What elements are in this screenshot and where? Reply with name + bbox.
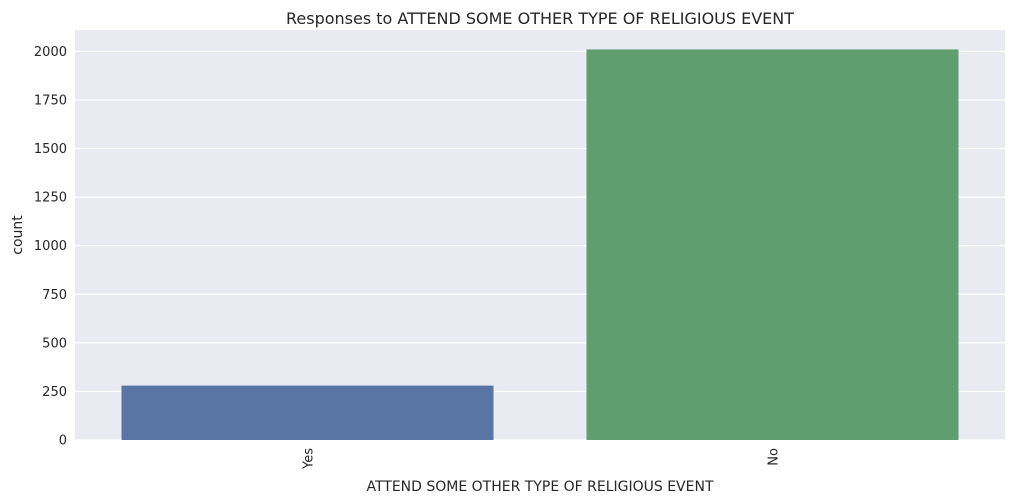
bar-no [586, 49, 959, 441]
x-axis-label: ATTEND SOME OTHER TYPE OF RELIGIOUS EVEN… [366, 479, 713, 495]
chart-title: Responses to ATTEND SOME OTHER TYPE OF R… [286, 9, 794, 28]
x-tick-labels: Yes No [302, 448, 782, 470]
y-tick-label: 1500 [34, 142, 67, 157]
y-tick-label: 250 [42, 385, 67, 400]
y-tick-label: 0 [59, 434, 67, 449]
x-tick-label-no: No [767, 448, 782, 466]
bars [121, 49, 959, 441]
bar-yes [121, 385, 494, 440]
y-tick-label: 1250 [34, 191, 67, 206]
y-tick-labels: 0 250 500 750 1000 1250 1500 1750 2000 [34, 45, 67, 449]
y-tick-label: 1750 [34, 93, 67, 108]
y-tick-label: 500 [42, 336, 67, 351]
y-tick-label: 750 [42, 288, 67, 303]
y-tick-label: 1000 [34, 239, 67, 254]
y-tick-label: 2000 [34, 45, 67, 60]
y-axis-label: count [10, 215, 26, 255]
x-tick-label-yes: Yes [302, 448, 317, 470]
